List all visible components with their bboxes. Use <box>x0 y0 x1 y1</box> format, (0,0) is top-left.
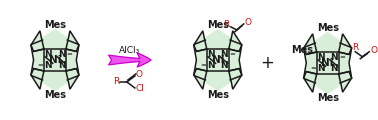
Text: Mes: Mes <box>44 20 66 30</box>
Polygon shape <box>229 69 242 89</box>
Polygon shape <box>194 69 207 89</box>
Text: +: + <box>260 54 274 72</box>
Text: N: N <box>208 50 215 59</box>
Polygon shape <box>31 29 79 91</box>
Text: R: R <box>113 78 119 87</box>
Text: Mes: Mes <box>207 90 229 100</box>
Polygon shape <box>229 31 242 51</box>
Polygon shape <box>339 72 352 92</box>
Text: AlCl₃: AlCl₃ <box>119 45 141 54</box>
Text: Ni: Ni <box>49 55 61 65</box>
Text: Mes: Mes <box>207 20 229 30</box>
Text: Mes: Mes <box>317 93 339 103</box>
Text: O: O <box>245 18 252 27</box>
Text: Cl: Cl <box>136 84 145 93</box>
Polygon shape <box>194 29 242 91</box>
Polygon shape <box>194 31 207 51</box>
Polygon shape <box>304 34 317 54</box>
Text: =: = <box>339 54 345 60</box>
Polygon shape <box>66 31 79 51</box>
Text: N: N <box>317 53 325 62</box>
Text: =: = <box>200 63 206 69</box>
Text: =: = <box>310 66 316 72</box>
Text: N: N <box>330 64 338 73</box>
Text: Mes: Mes <box>44 90 66 100</box>
Text: N: N <box>220 50 228 59</box>
FancyArrowPatch shape <box>108 53 151 67</box>
Text: Ni: Ni <box>321 58 334 68</box>
Polygon shape <box>304 32 352 94</box>
Text: Mes: Mes <box>291 45 313 55</box>
Text: Mes: Mes <box>317 23 339 33</box>
Polygon shape <box>339 34 352 54</box>
Text: N: N <box>208 61 215 70</box>
Text: N: N <box>330 53 338 62</box>
Polygon shape <box>44 49 66 71</box>
Text: =: = <box>229 51 235 57</box>
Polygon shape <box>317 52 339 74</box>
Text: R: R <box>223 20 230 29</box>
Polygon shape <box>31 69 44 89</box>
Text: =: = <box>67 51 72 57</box>
Polygon shape <box>207 49 229 71</box>
Text: O: O <box>136 70 143 79</box>
Text: O: O <box>370 46 377 55</box>
Polygon shape <box>304 72 317 92</box>
Text: N: N <box>58 61 65 70</box>
Text: N: N <box>58 50 65 59</box>
Polygon shape <box>31 31 44 51</box>
Text: =: = <box>37 63 43 69</box>
Polygon shape <box>66 69 79 89</box>
Text: N: N <box>317 64 325 73</box>
Text: Ni: Ni <box>212 55 224 65</box>
Text: N: N <box>220 61 228 70</box>
Text: N: N <box>45 61 52 70</box>
Text: N: N <box>45 50 52 59</box>
Text: R: R <box>352 43 358 52</box>
